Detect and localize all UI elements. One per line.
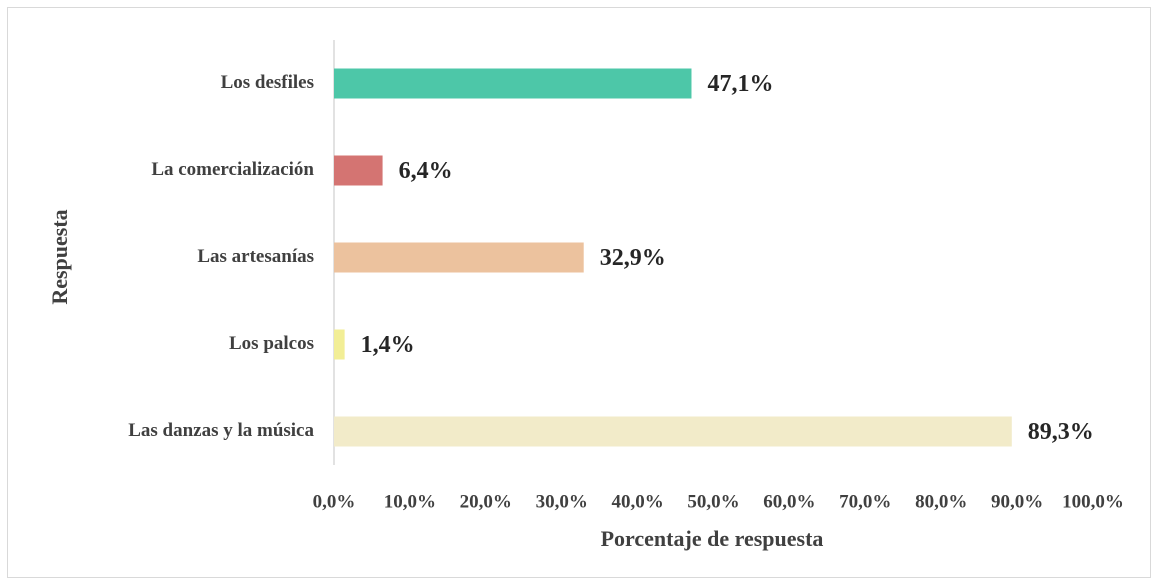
x-tick-label: 100,0%: [1062, 491, 1124, 512]
value-label: 32,9%: [600, 245, 666, 271]
y-tick-label: Los palcos: [229, 333, 314, 354]
x-tick-label: 50,0%: [687, 491, 739, 512]
y-tick-label: Las danzas y la música: [128, 420, 314, 441]
bar: [334, 329, 345, 360]
x-tick-label: 40,0%: [611, 491, 663, 512]
x-tick-label: 20,0%: [460, 491, 512, 512]
x-tick-label: 10,0%: [384, 491, 436, 512]
bar: [334, 416, 1012, 447]
x-tick-label: 0,0%: [313, 491, 356, 512]
value-label: 89,3%: [1028, 419, 1094, 445]
y-tick-label: Los desfiles: [221, 72, 314, 93]
y-tick-label: Las artesanías: [197, 246, 314, 267]
value-label: 1,4%: [361, 332, 415, 358]
x-tick-label: 80,0%: [915, 491, 967, 512]
x-tick-label: 30,0%: [536, 491, 588, 512]
value-label: 47,1%: [707, 71, 773, 97]
x-tick-label: 60,0%: [763, 491, 815, 512]
bar: [334, 68, 692, 99]
x-axis-title: Porcentaje de respuesta: [601, 526, 824, 551]
x-tick-label: 90,0%: [991, 491, 1043, 512]
y-axis-title: Respuesta: [47, 209, 72, 304]
x-tick-label: 70,0%: [839, 491, 891, 512]
value-label: 6,4%: [399, 158, 453, 184]
bar: [334, 242, 584, 273]
bar: [334, 155, 383, 186]
y-tick-label: La comercialización: [151, 159, 314, 180]
chart-frame: [7, 7, 1151, 578]
